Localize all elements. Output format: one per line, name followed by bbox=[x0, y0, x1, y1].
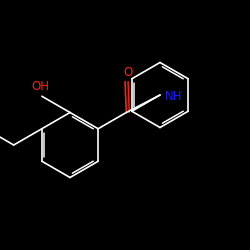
Text: OH: OH bbox=[32, 80, 50, 92]
Text: O: O bbox=[123, 66, 132, 78]
Text: NH: NH bbox=[165, 90, 182, 103]
